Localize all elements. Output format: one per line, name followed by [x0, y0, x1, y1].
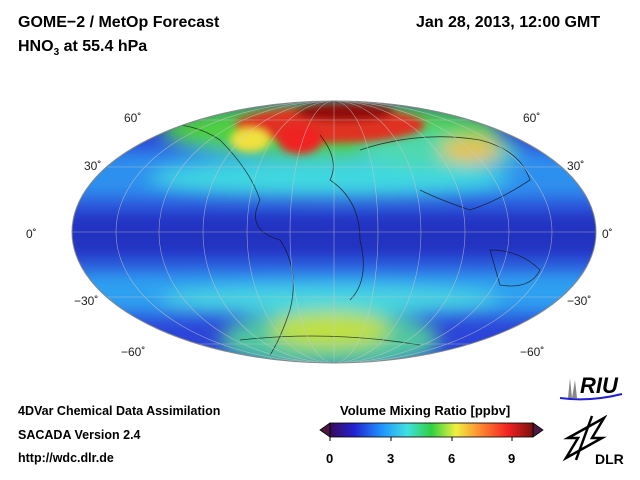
- hno3-field: [72, 101, 596, 363]
- footer-url[interactable]: http://wdc.dlr.de: [18, 451, 114, 465]
- lat-label-30s-right: −30˚: [567, 294, 592, 308]
- colorbar-tick-label: 6: [448, 451, 456, 466]
- colorbar-tick-label: 9: [508, 451, 516, 466]
- dlr-logo-icon: [562, 414, 608, 462]
- lat-label-0-right: 0˚: [602, 227, 613, 241]
- lat-label-60n-right: 60˚: [523, 111, 541, 125]
- riu-logo: [559, 378, 623, 401]
- lat-label-60s-left: −60˚: [121, 345, 146, 359]
- map-border: [71, 100, 597, 364]
- dlr-logo-text: DLR: [595, 451, 624, 467]
- product-title: GOME−2 / MetOp Forecast: [18, 14, 220, 31]
- forecast-datetime: Jan 28, 2013, 12:00 GMT: [416, 14, 601, 31]
- species-subscript: 3: [53, 47, 60, 59]
- colorbar-over-arrow: [532, 422, 544, 438]
- riu-tower-icon: [568, 378, 577, 398]
- footer-version: SACADA Version 2.4: [18, 428, 141, 442]
- riu-wave-icon: [559, 393, 623, 401]
- colorbar-tick-label: 3: [387, 451, 395, 466]
- lat-label-30n-right: 30˚: [567, 159, 585, 173]
- colorbar: [319, 422, 544, 441]
- colorbar-gradient: [329, 422, 534, 438]
- lat-label-60s-right: −60˚: [520, 345, 545, 359]
- species: HNO: [18, 38, 54, 55]
- colorbar-ticks: [329, 437, 513, 441]
- colorbar-title: Volume Mixing Ratio [ppbv]: [340, 403, 511, 418]
- coastlines: [149, 123, 541, 356]
- colorbar-under-arrow: [319, 422, 331, 438]
- riu-logo-text: RIU: [580, 373, 618, 398]
- footer-method: 4DVar Chemical Data Assimilation: [18, 404, 221, 418]
- pressure-level: at 55.4 hPa: [59, 38, 148, 55]
- lat-label-0-left: 0˚: [26, 227, 37, 241]
- lat-label-30n-left: 30˚: [84, 159, 102, 173]
- lat-label-60n-left: 60˚: [124, 111, 142, 125]
- lat-label-30s-left: −30˚: [74, 294, 99, 308]
- species-level: HNO3 at 55.4 hPa: [18, 38, 147, 58]
- colorbar-tick-label: 0: [326, 451, 334, 466]
